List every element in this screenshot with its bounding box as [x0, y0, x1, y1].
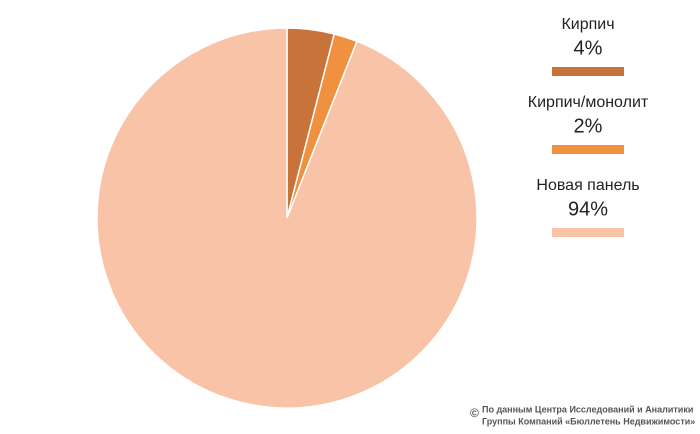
pie-slice [96, 27, 478, 409]
source-note: Группы Компаний «Бюллетень Недвижимости» [482, 416, 695, 426]
legend-swatch [552, 228, 624, 237]
copyright: © [470, 406, 479, 420]
legend-label: Новая панель [536, 177, 639, 194]
value-label: 94% [568, 198, 608, 220]
legend-label: Кирпич [561, 16, 614, 33]
legend-swatch [552, 145, 624, 154]
value-label: 4% [574, 37, 603, 59]
source-note: По данным Центра Исследований и Аналитик… [482, 404, 693, 414]
legend-label: Кирпич/монолит [528, 94, 649, 111]
value-label: 2% [574, 115, 603, 137]
legend-swatch [552, 67, 624, 76]
